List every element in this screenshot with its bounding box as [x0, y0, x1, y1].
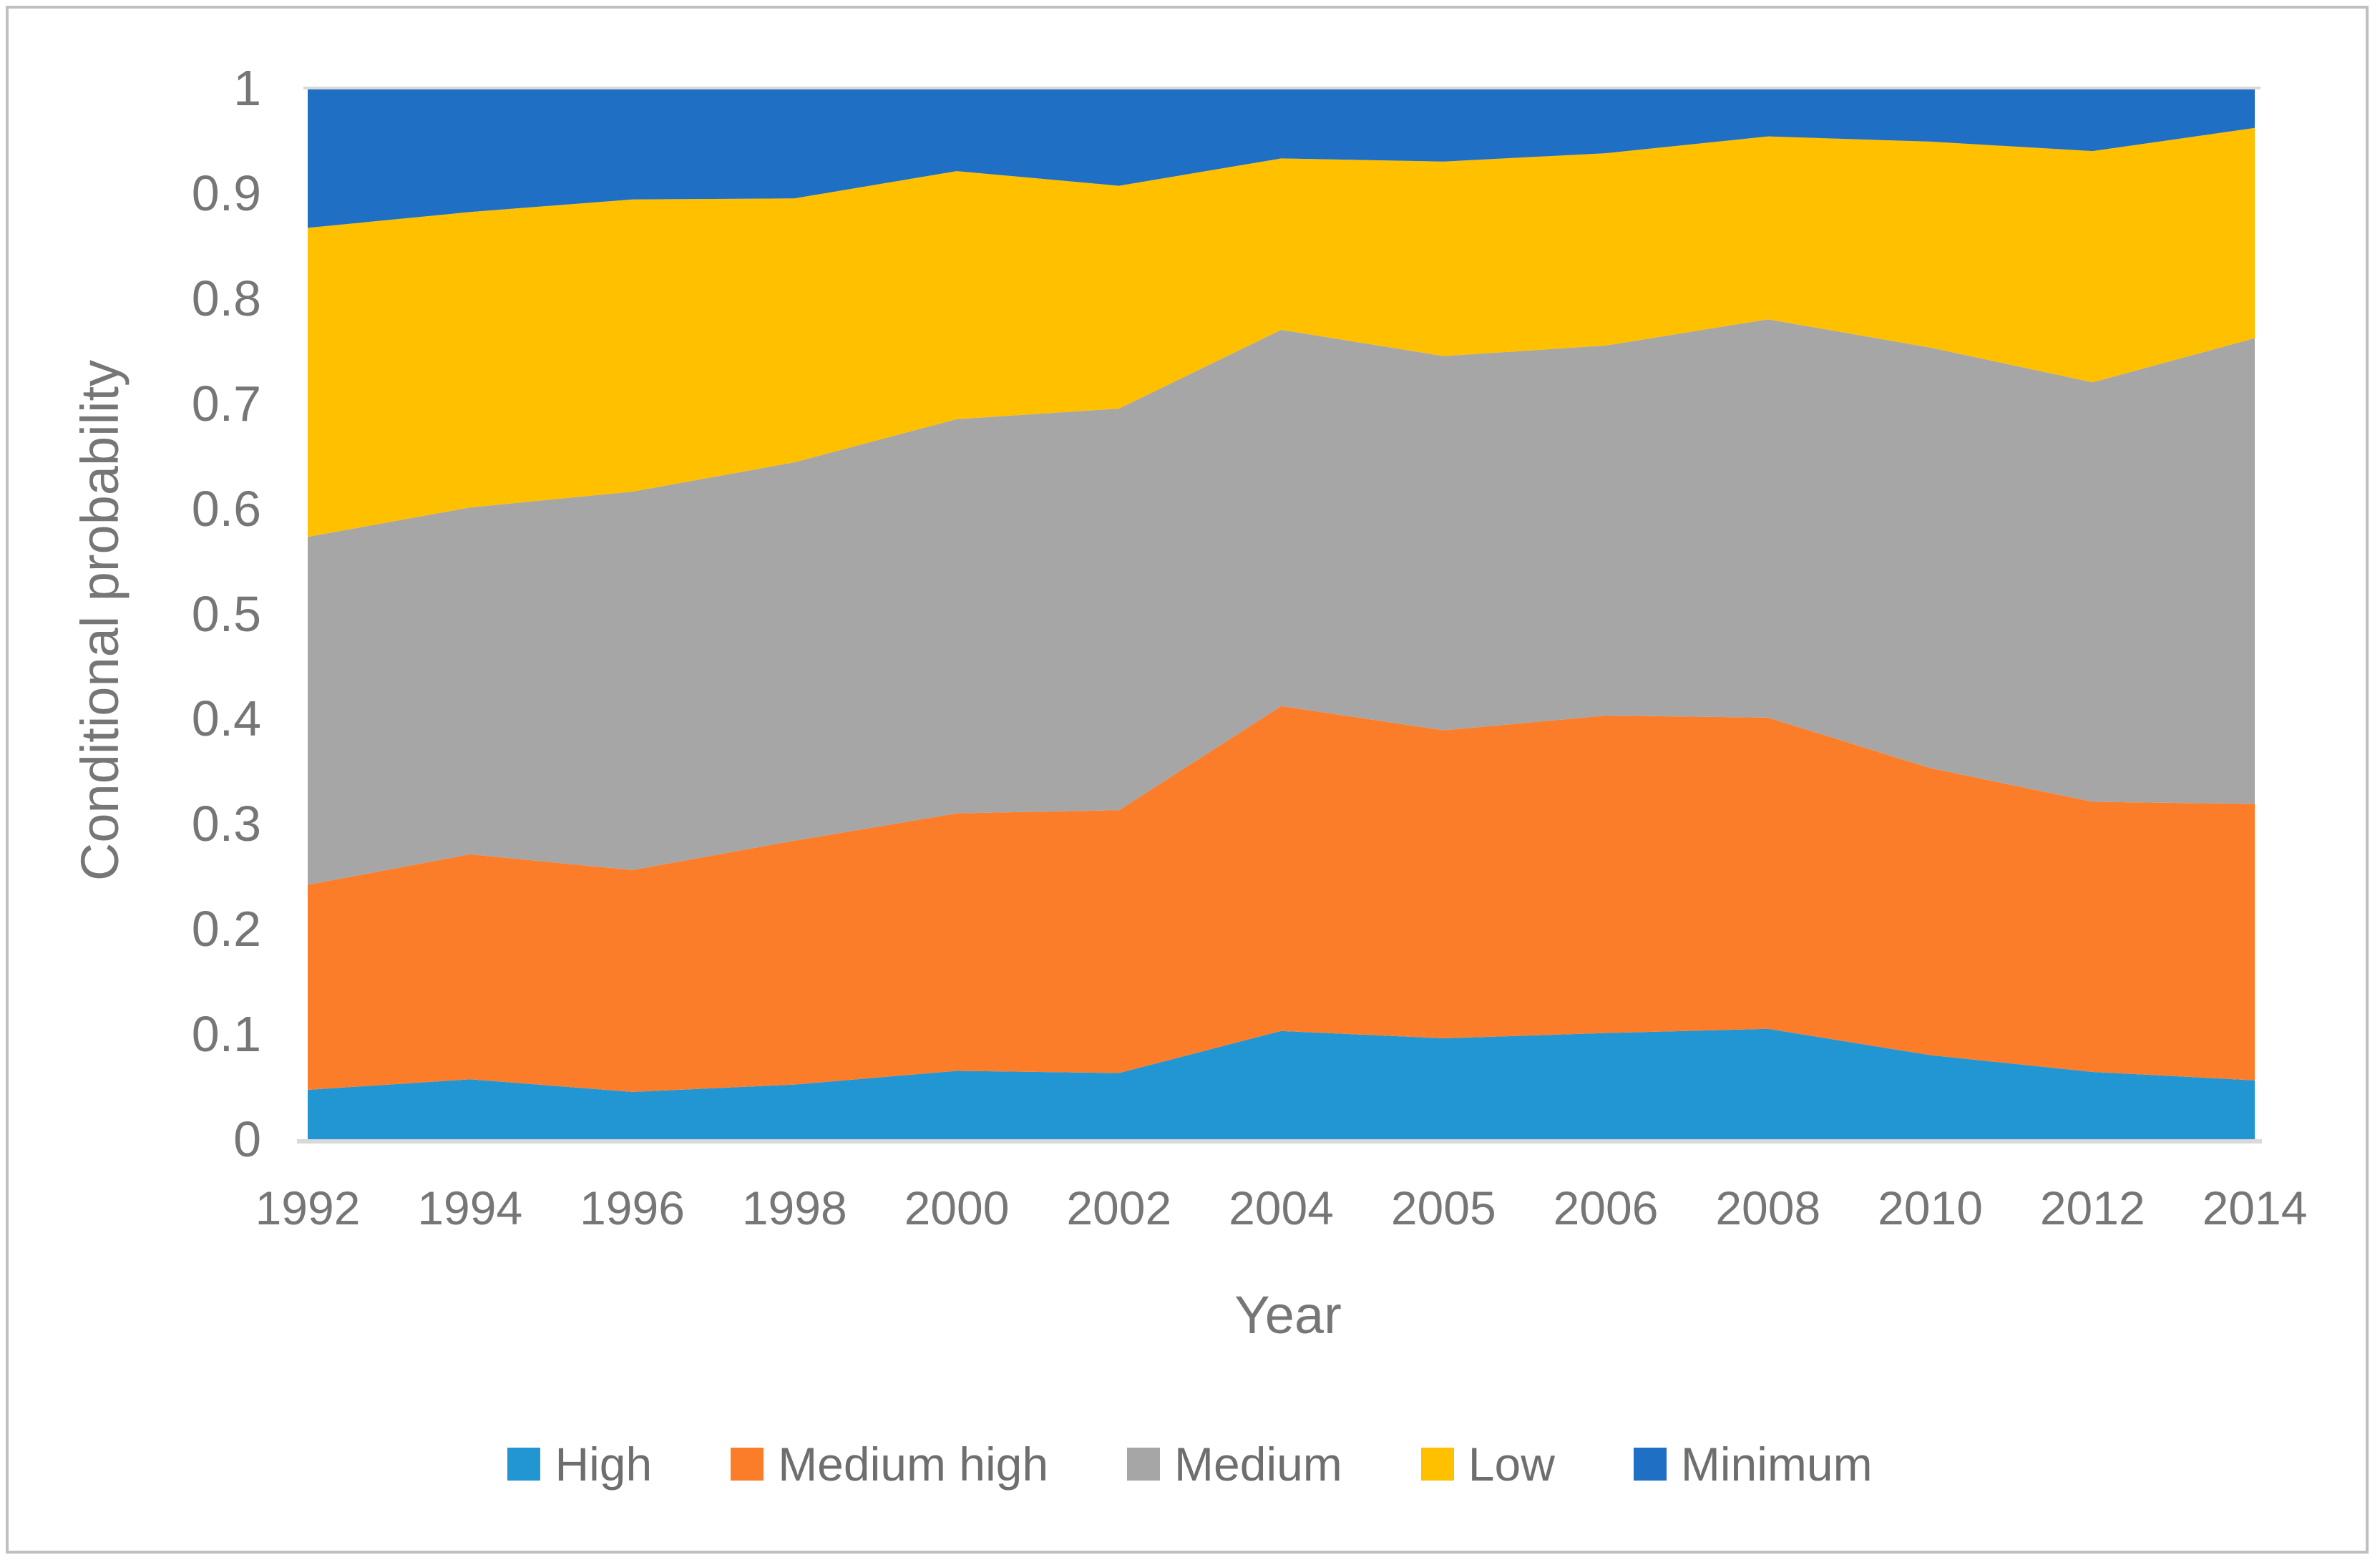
x-tick-label-1996: 1996 [580, 1181, 685, 1234]
legend-item-medium: Medium [1127, 1437, 1342, 1491]
y-tick-label-0.6: 0.6 [191, 480, 261, 537]
x-tick-label-2000: 2000 [904, 1181, 1010, 1234]
legend-swatch-icon [1127, 1448, 1161, 1481]
x-tick-label-2010: 2010 [1878, 1181, 1983, 1234]
x-axis-title: Year [1234, 1285, 1342, 1345]
area-minimum [308, 88, 2255, 228]
area-low [308, 127, 2255, 537]
y-tick-label-0.2: 0.2 [191, 901, 261, 957]
y-axis-title: Conditional probability [70, 359, 130, 882]
x-tick-label-1998: 1998 [741, 1181, 847, 1234]
y-tick-label-0.9: 0.9 [191, 165, 261, 221]
y-tick-label-1: 1 [233, 60, 261, 116]
legend-item-low: Low [1420, 1437, 1555, 1491]
x-tick-label-2002: 2002 [1066, 1181, 1172, 1234]
x-tick-label-1994: 1994 [417, 1181, 523, 1234]
area-medium [308, 319, 2255, 885]
legend-swatch-icon [731, 1448, 764, 1481]
x-tick-label-2014: 2014 [2202, 1181, 2308, 1234]
area-medium-high [308, 706, 2255, 1092]
legend-swatch-icon [1633, 1448, 1667, 1481]
x-tick-label-1992: 1992 [255, 1181, 361, 1234]
y-tick-label-0.5: 0.5 [191, 585, 261, 642]
x-tick-label-2005: 2005 [1390, 1181, 1496, 1234]
x-tick-label-2012: 2012 [2039, 1181, 2145, 1234]
y-tick-label-0: 0 [233, 1111, 261, 1167]
legend-label: High [555, 1438, 653, 1491]
x-tick-label-2008: 2008 [1715, 1181, 1821, 1234]
legend-label: Minimum [1680, 1438, 1873, 1491]
legend-swatch-icon [1420, 1448, 1454, 1481]
legend: High Medium high Medium Low Minimum [0, 1437, 2380, 1491]
legend-label: Medium high [778, 1438, 1049, 1491]
y-tick-label-0.8: 0.8 [191, 270, 261, 326]
area-high [308, 1028, 2255, 1139]
legend-label: Low [1468, 1438, 1555, 1491]
y-tick-label-0.1: 0.1 [191, 1006, 261, 1063]
x-tick-label-2006: 2006 [1553, 1181, 1659, 1234]
legend-label: Medium [1174, 1438, 1342, 1491]
y-tick-label-0.4: 0.4 [191, 691, 261, 747]
legend-item-minimum: Minimum [1633, 1437, 1873, 1491]
legend-item-high: High [507, 1437, 652, 1491]
legend-item-medium-high: Medium high [731, 1437, 1048, 1491]
x-tick-label-2004: 2004 [1229, 1181, 1334, 1234]
legend-swatch-icon [507, 1448, 541, 1481]
y-tick-label-0.3: 0.3 [191, 796, 261, 852]
y-tick-label-0.7: 0.7 [191, 375, 261, 432]
